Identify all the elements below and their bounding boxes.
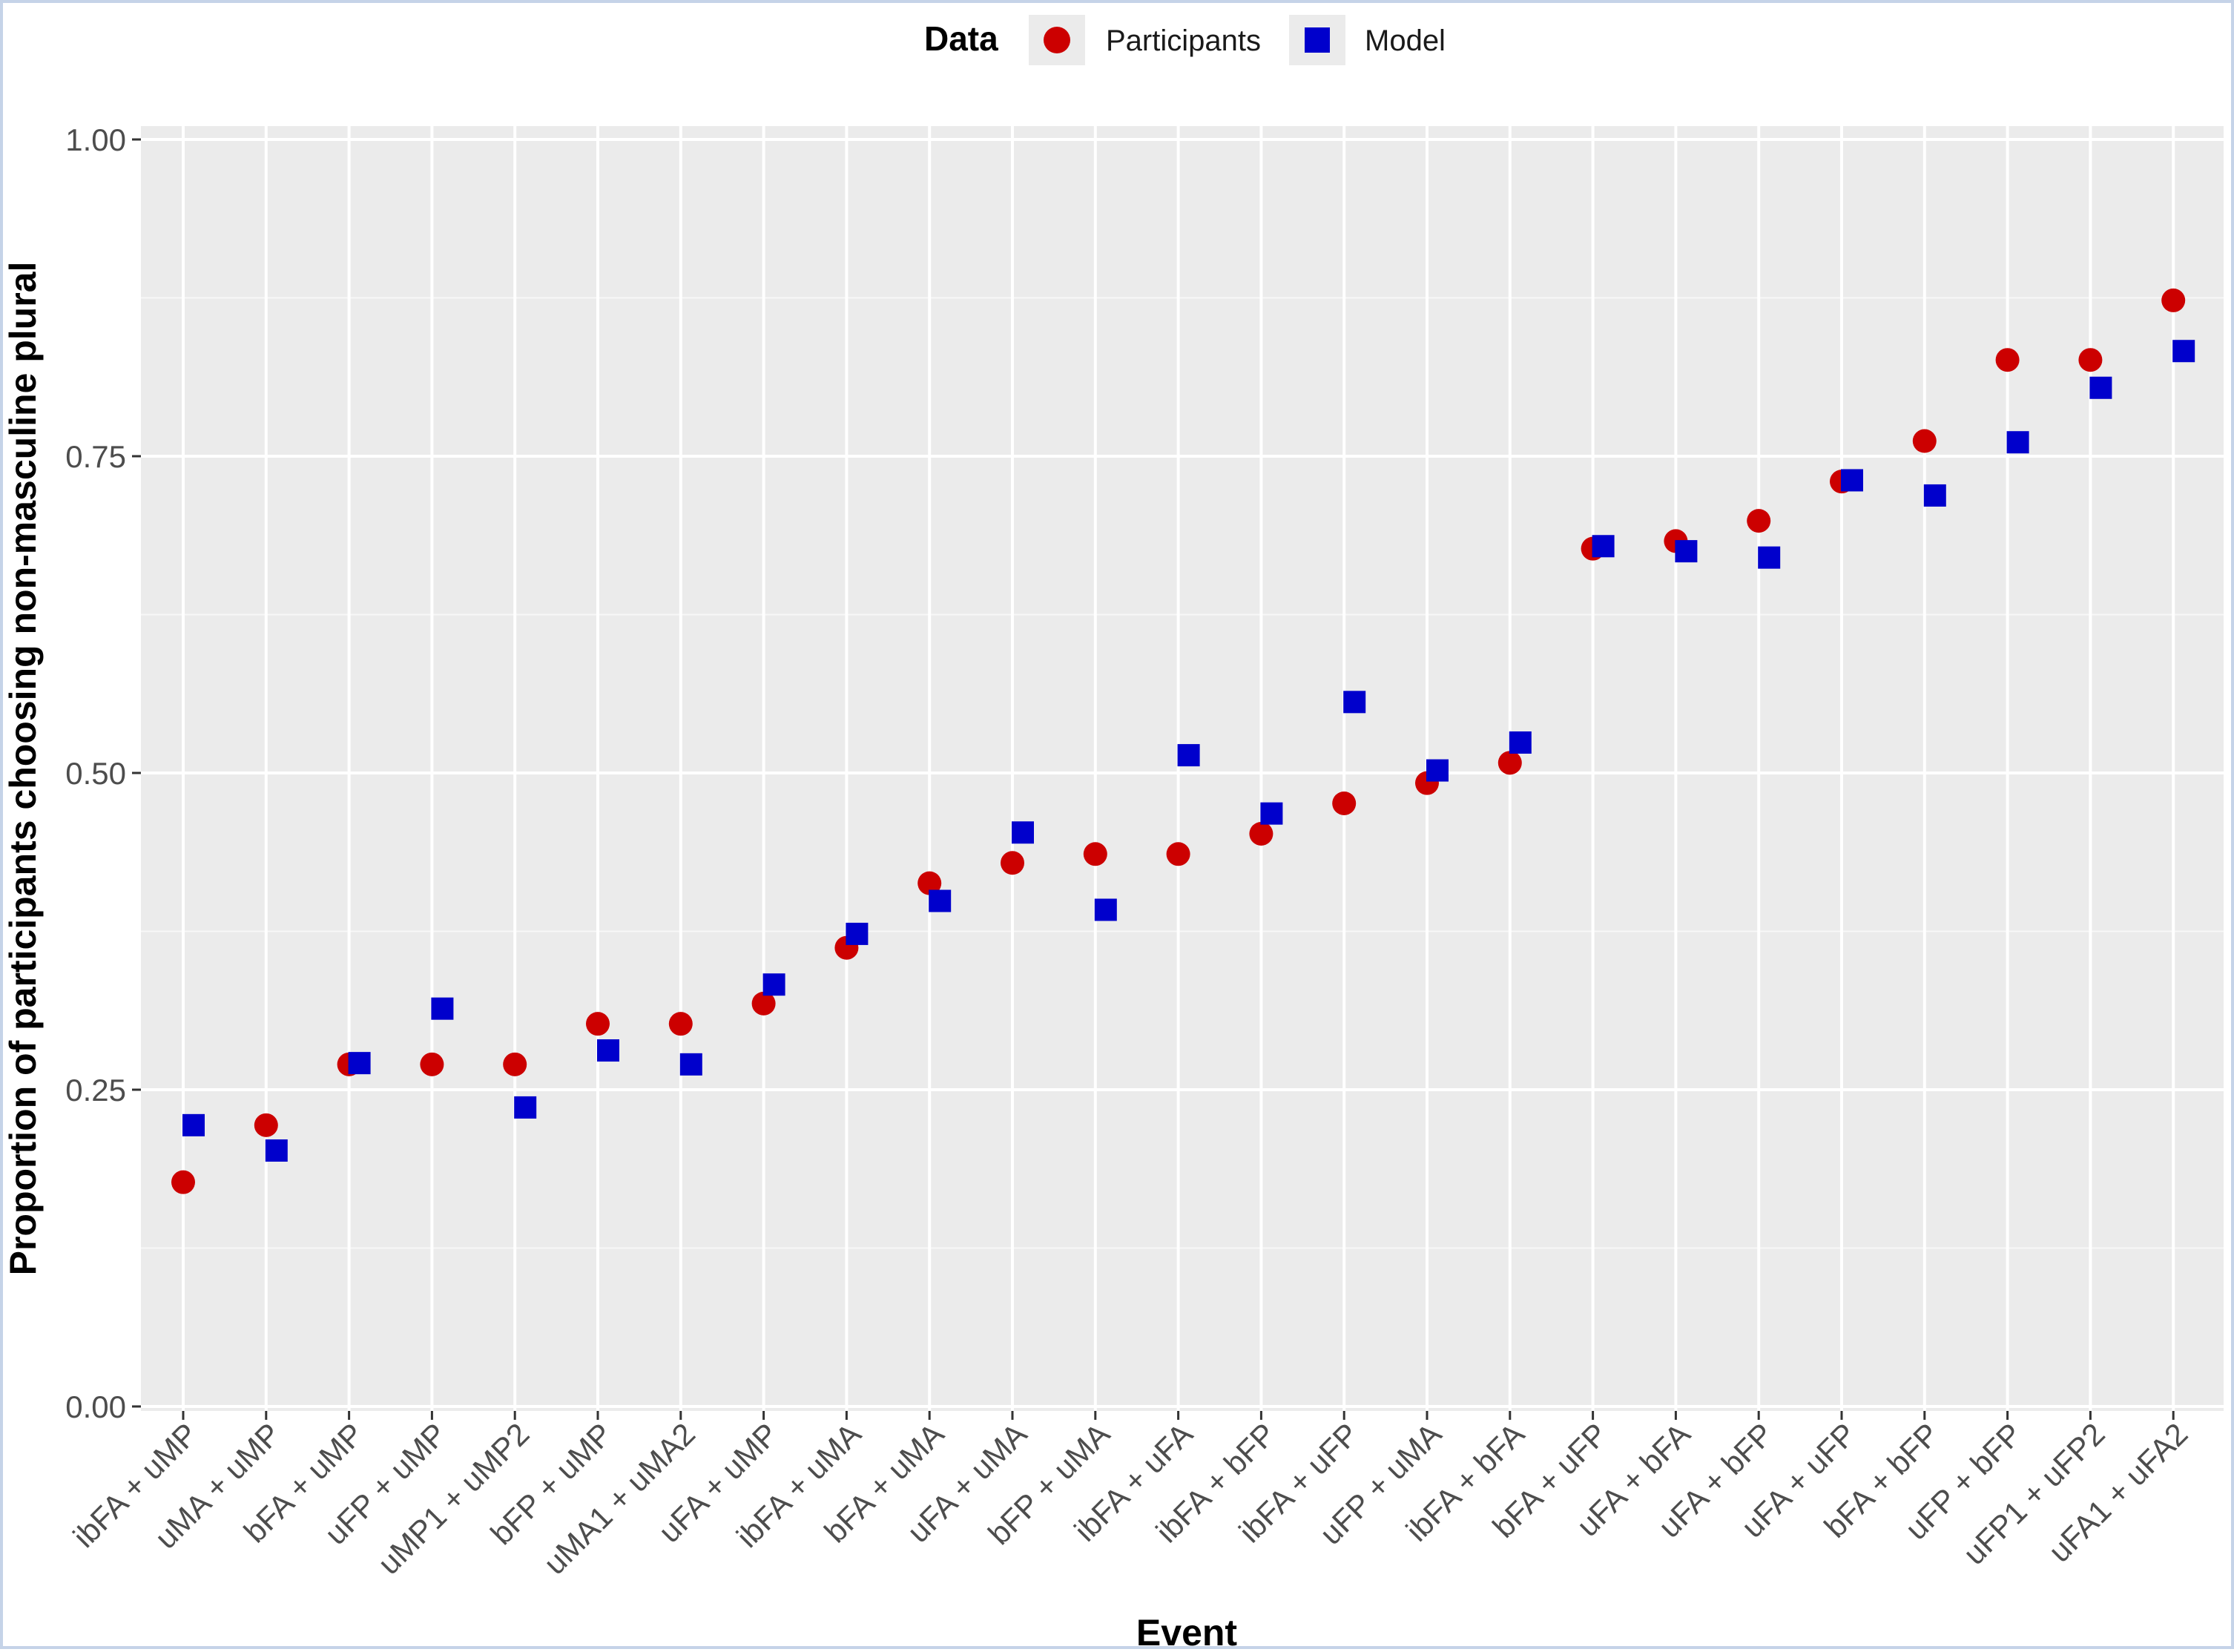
data-point-model	[1675, 540, 1698, 563]
data-point-participants	[1249, 821, 1273, 846]
data-point-participants	[668, 1012, 693, 1036]
data-point-participants	[254, 1113, 278, 1137]
data-point-model	[1012, 821, 1034, 844]
data-point-model	[1758, 546, 1781, 569]
legend-label-participants: Participants	[1106, 24, 1261, 57]
y-tick-label: 0.50	[65, 756, 126, 791]
data-point-model	[1177, 744, 1200, 767]
data-point-participants	[751, 991, 776, 1016]
y-axis: 0.00 0.25 0.50 0.75 1.00	[65, 122, 141, 1424]
data-point-participants	[1912, 429, 1937, 453]
data-point-participants	[2161, 288, 2186, 312]
data-point-participants	[420, 1052, 444, 1076]
data-point-participants	[1497, 751, 1522, 775]
data-point-model	[846, 922, 869, 945]
data-point-model	[1841, 469, 1863, 492]
data-point-model	[265, 1139, 288, 1162]
data-point-model	[2172, 340, 2195, 363]
data-point-model	[679, 1053, 702, 1076]
data-point-model	[1592, 535, 1615, 558]
data-point-model	[762, 973, 785, 996]
data-point-model	[431, 997, 454, 1020]
data-point-participants	[1747, 509, 1771, 533]
data-point-model	[182, 1113, 205, 1136]
legend: Data Participants Model	[924, 15, 1446, 65]
data-point-model	[1260, 802, 1283, 825]
y-tick-label: 0.00	[65, 1389, 126, 1424]
data-point-model	[1094, 898, 1117, 921]
data-point-model	[2089, 376, 2112, 399]
data-point-participants	[1083, 842, 1107, 866]
data-point-model	[1923, 484, 1946, 507]
data-point-model	[1343, 691, 1366, 714]
y-axis-title: Proportion of participants choosing non-…	[3, 262, 44, 1276]
data-point-model	[348, 1052, 371, 1075]
data-point-model	[2006, 431, 2029, 454]
legend-key-model-square	[1305, 27, 1330, 53]
series-model	[182, 340, 2195, 1162]
data-point-model	[1509, 731, 1532, 754]
legend-key-participants-circle	[1044, 27, 1070, 53]
plot-panel	[141, 126, 2224, 1411]
data-point-model	[929, 889, 952, 912]
legend-label-model: Model	[1365, 24, 1446, 57]
grid-minor	[141, 297, 2224, 1249]
data-point-model	[1426, 759, 1449, 782]
y-tick-label: 0.75	[65, 439, 126, 474]
y-tick-label: 1.00	[65, 122, 126, 157]
data-point-participants	[917, 871, 942, 895]
data-point-participants	[586, 1012, 610, 1036]
data-point-participants	[1995, 348, 2020, 372]
scatter-chart: Data Participants Model 0.00 0.25 0.50 0.75…	[3, 15, 2224, 1652]
data-point-participants	[2078, 348, 2103, 372]
data-point-participants	[503, 1052, 527, 1076]
data-point-participants	[1332, 791, 1357, 815]
x-axis-title: Event	[1136, 1612, 1238, 1652]
data-point-model	[514, 1096, 537, 1119]
data-point-participants	[1166, 842, 1190, 866]
data-point-participants	[171, 1170, 195, 1194]
y-tick-label: 0.25	[65, 1073, 126, 1108]
data-point-model	[597, 1039, 619, 1062]
legend-title: Data	[924, 19, 998, 58]
grid-major	[141, 126, 2224, 1411]
data-point-participants	[1001, 851, 1024, 875]
